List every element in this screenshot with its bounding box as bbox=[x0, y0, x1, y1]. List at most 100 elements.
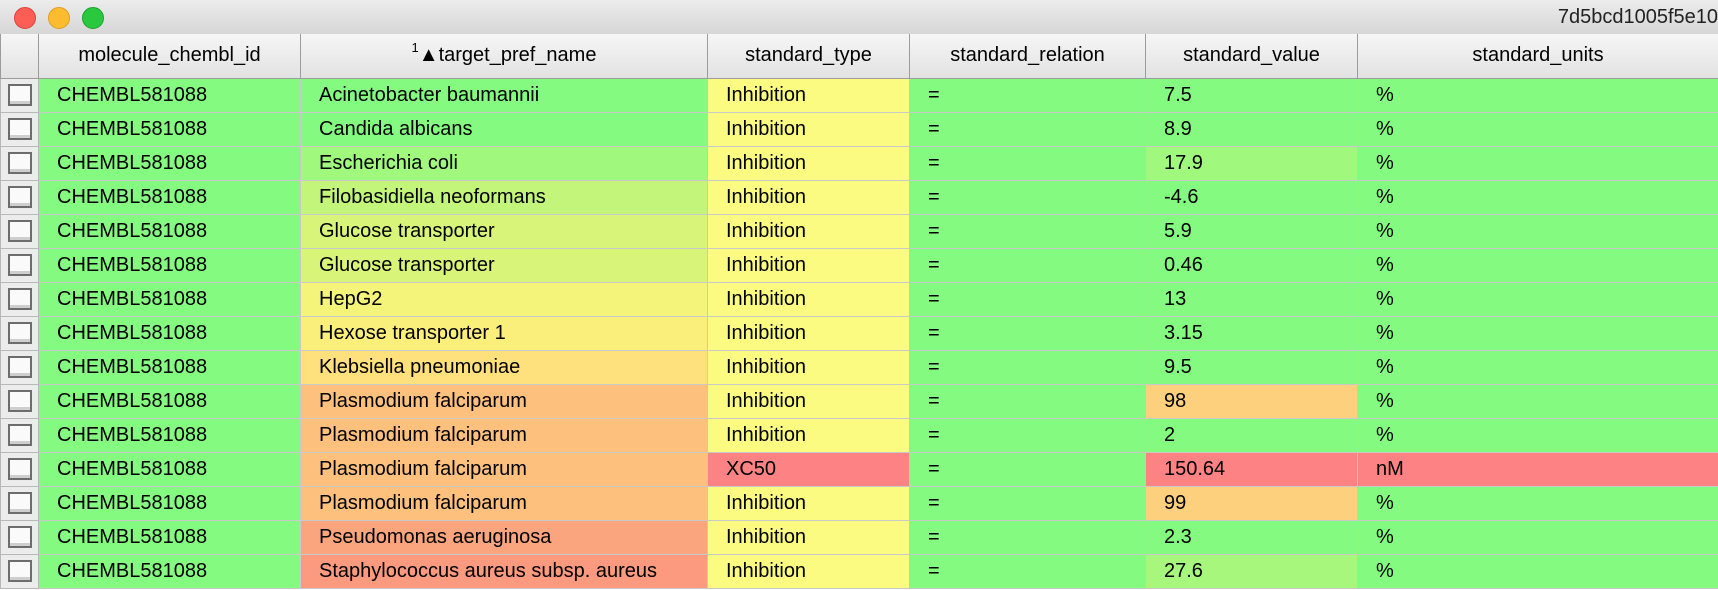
cell-standard-value[interactable]: 2 bbox=[1145, 417, 1358, 453]
row-select-cell[interactable] bbox=[0, 213, 39, 249]
cell-standard-units[interactable]: % bbox=[1357, 485, 1718, 521]
cell-molecule-chembl-id[interactable]: CHEMBL581088 bbox=[38, 383, 301, 419]
row-select-cell[interactable] bbox=[0, 281, 39, 317]
cell-standard-value[interactable]: 13 bbox=[1145, 281, 1358, 317]
table-row[interactable]: CHEMBL581088 Glucose transporter Inhibit… bbox=[0, 213, 1718, 249]
cell-target-pref-name[interactable]: Plasmodium falciparum bbox=[300, 383, 708, 419]
row-checkbox[interactable] bbox=[7, 118, 32, 140]
cell-standard-units[interactable]: nM bbox=[1357, 451, 1718, 487]
cell-standard-value[interactable]: 17.9 bbox=[1145, 145, 1358, 181]
cell-molecule-chembl-id[interactable]: CHEMBL581088 bbox=[38, 315, 301, 351]
table-row[interactable]: CHEMBL581088 Hexose transporter 1 Inhibi… bbox=[0, 315, 1718, 351]
cell-target-pref-name[interactable]: Filobasidiella neoformans bbox=[300, 179, 708, 215]
cell-standard-units[interactable]: % bbox=[1357, 213, 1718, 249]
cell-standard-units[interactable]: % bbox=[1357, 77, 1718, 113]
row-select-cell[interactable] bbox=[0, 179, 39, 215]
cell-standard-value[interactable]: 98 bbox=[1145, 383, 1358, 419]
cell-standard-type[interactable]: Inhibition bbox=[707, 383, 910, 419]
row-checkbox[interactable] bbox=[7, 492, 32, 514]
cell-molecule-chembl-id[interactable]: CHEMBL581088 bbox=[38, 145, 301, 181]
cell-standard-type[interactable]: Inhibition bbox=[707, 247, 910, 283]
cell-standard-value[interactable]: 150.64 bbox=[1145, 451, 1358, 487]
cell-standard-units[interactable]: % bbox=[1357, 417, 1718, 453]
cell-target-pref-name[interactable]: Plasmodium falciparum bbox=[300, 485, 708, 521]
cell-standard-relation[interactable]: = bbox=[909, 111, 1146, 147]
row-checkbox[interactable] bbox=[7, 220, 32, 242]
column-header-standard-value[interactable]: standard_value bbox=[1145, 34, 1358, 79]
cell-standard-relation[interactable]: = bbox=[909, 383, 1146, 419]
cell-standard-value[interactable]: 0.46 bbox=[1145, 247, 1358, 283]
cell-target-pref-name[interactable]: Hexose transporter 1 bbox=[300, 315, 708, 351]
table-row[interactable]: CHEMBL581088 Staphylococcus aureus subsp… bbox=[0, 553, 1718, 589]
cell-standard-units[interactable]: % bbox=[1357, 281, 1718, 317]
cell-standard-value[interactable]: 9.5 bbox=[1145, 349, 1358, 385]
cell-standard-type[interactable]: XC50 bbox=[707, 451, 910, 487]
cell-standard-value[interactable]: 7.5 bbox=[1145, 77, 1358, 113]
cell-standard-relation[interactable]: = bbox=[909, 281, 1146, 317]
row-checkbox[interactable] bbox=[7, 84, 32, 106]
cell-standard-relation[interactable]: = bbox=[909, 519, 1146, 555]
cell-standard-type[interactable]: Inhibition bbox=[707, 179, 910, 215]
cell-standard-relation[interactable]: = bbox=[909, 349, 1146, 385]
row-select-cell[interactable] bbox=[0, 315, 39, 351]
close-window-button[interactable] bbox=[14, 7, 36, 29]
cell-standard-type[interactable]: Inhibition bbox=[707, 77, 910, 113]
cell-standard-type[interactable]: Inhibition bbox=[707, 485, 910, 521]
cell-standard-units[interactable]: % bbox=[1357, 247, 1718, 283]
cell-standard-type[interactable]: Inhibition bbox=[707, 349, 910, 385]
cell-standard-value[interactable]: 99 bbox=[1145, 485, 1358, 521]
cell-molecule-chembl-id[interactable]: CHEMBL581088 bbox=[38, 247, 301, 283]
row-select-cell[interactable] bbox=[0, 519, 39, 555]
select-column-header[interactable] bbox=[0, 34, 39, 79]
row-select-cell[interactable] bbox=[0, 553, 39, 589]
cell-standard-relation[interactable]: = bbox=[909, 213, 1146, 249]
cell-standard-value[interactable]: 5.9 bbox=[1145, 213, 1358, 249]
cell-target-pref-name[interactable]: Staphylococcus aureus subsp. aureus bbox=[300, 553, 708, 589]
cell-molecule-chembl-id[interactable]: CHEMBL581088 bbox=[38, 519, 301, 555]
cell-standard-units[interactable]: % bbox=[1357, 315, 1718, 351]
row-select-cell[interactable] bbox=[0, 417, 39, 453]
cell-molecule-chembl-id[interactable]: CHEMBL581088 bbox=[38, 179, 301, 215]
table-row[interactable]: CHEMBL581088 Plasmodium falciparum Inhib… bbox=[0, 417, 1718, 453]
cell-standard-units[interactable]: % bbox=[1357, 349, 1718, 385]
cell-molecule-chembl-id[interactable]: CHEMBL581088 bbox=[38, 417, 301, 453]
cell-target-pref-name[interactable]: Glucose transporter bbox=[300, 213, 708, 249]
table-row[interactable]: CHEMBL581088 Plasmodium falciparum Inhib… bbox=[0, 485, 1718, 521]
row-checkbox[interactable] bbox=[7, 288, 32, 310]
cell-target-pref-name[interactable]: Plasmodium falciparum bbox=[300, 417, 708, 453]
cell-molecule-chembl-id[interactable]: CHEMBL581088 bbox=[38, 553, 301, 589]
table-row[interactable]: CHEMBL581088 Plasmodium falciparum Inhib… bbox=[0, 383, 1718, 419]
cell-standard-type[interactable]: Inhibition bbox=[707, 417, 910, 453]
cell-standard-value[interactable]: 8.9 bbox=[1145, 111, 1358, 147]
cell-target-pref-name[interactable]: Candida albicans bbox=[300, 111, 708, 147]
table-row[interactable]: CHEMBL581088 Plasmodium falciparum XC50 … bbox=[0, 451, 1718, 487]
table-row[interactable]: CHEMBL581088 Pseudomonas aeruginosa Inhi… bbox=[0, 519, 1718, 555]
cell-standard-relation[interactable]: = bbox=[909, 179, 1146, 215]
row-checkbox[interactable] bbox=[7, 254, 32, 276]
cell-standard-type[interactable]: Inhibition bbox=[707, 111, 910, 147]
row-select-cell[interactable] bbox=[0, 247, 39, 283]
cell-target-pref-name[interactable]: HepG2 bbox=[300, 281, 708, 317]
cell-target-pref-name[interactable]: Glucose transporter bbox=[300, 247, 708, 283]
cell-standard-value[interactable]: 2.3 bbox=[1145, 519, 1358, 555]
cell-standard-relation[interactable]: = bbox=[909, 553, 1146, 589]
cell-standard-type[interactable]: Inhibition bbox=[707, 519, 910, 555]
cell-standard-units[interactable]: % bbox=[1357, 519, 1718, 555]
cell-standard-units[interactable]: % bbox=[1357, 145, 1718, 181]
row-checkbox[interactable] bbox=[7, 526, 32, 548]
cell-standard-relation[interactable]: = bbox=[909, 485, 1146, 521]
cell-standard-relation[interactable]: = bbox=[909, 77, 1146, 113]
cell-standard-value[interactable]: 3.15 bbox=[1145, 315, 1358, 351]
row-select-cell[interactable] bbox=[0, 145, 39, 181]
cell-target-pref-name[interactable]: Pseudomonas aeruginosa bbox=[300, 519, 708, 555]
row-checkbox[interactable] bbox=[7, 152, 32, 174]
column-header-target-pref-name[interactable]: 1▲target_pref_name bbox=[300, 34, 708, 79]
row-checkbox[interactable] bbox=[7, 356, 32, 378]
table-row[interactable]: CHEMBL581088 Candida albicans Inhibition… bbox=[0, 111, 1718, 147]
cell-standard-type[interactable]: Inhibition bbox=[707, 145, 910, 181]
cell-standard-type[interactable]: Inhibition bbox=[707, 553, 910, 589]
cell-standard-units[interactable]: % bbox=[1357, 383, 1718, 419]
cell-target-pref-name[interactable]: Acinetobacter baumannii bbox=[300, 77, 708, 113]
cell-target-pref-name[interactable]: Klebsiella pneumoniae bbox=[300, 349, 708, 385]
cell-molecule-chembl-id[interactable]: CHEMBL581088 bbox=[38, 213, 301, 249]
